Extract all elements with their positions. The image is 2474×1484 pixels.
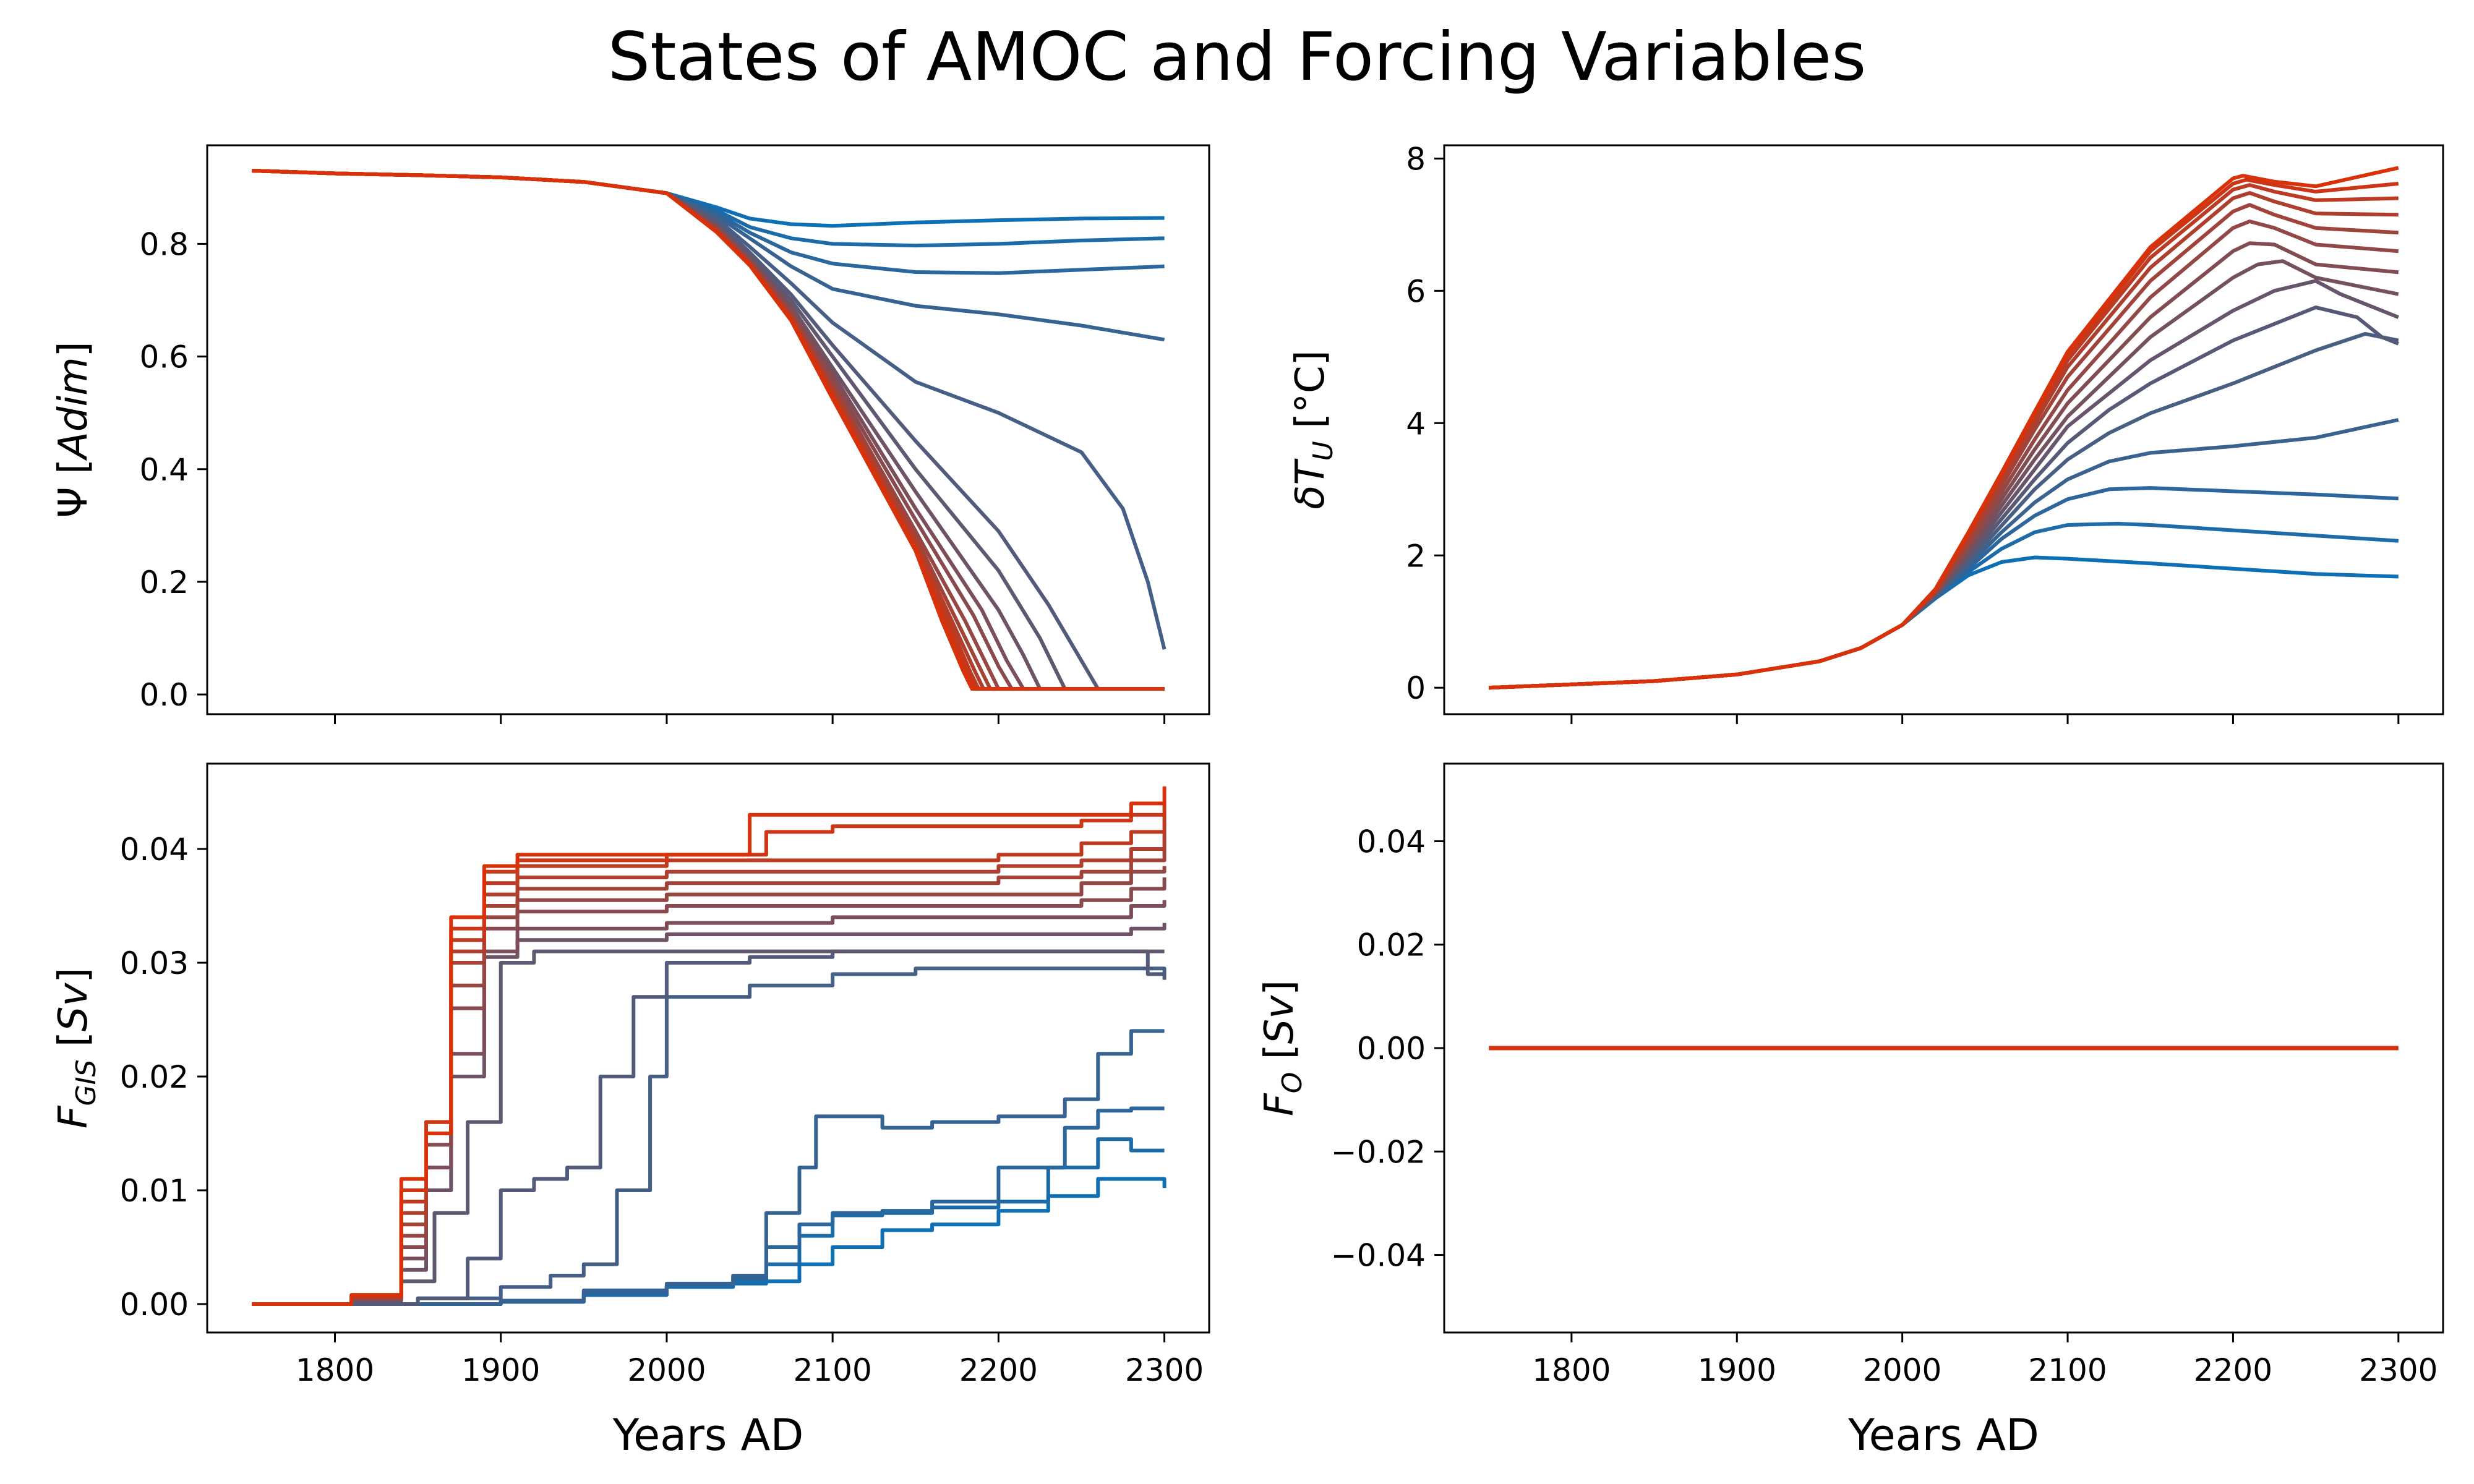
series-line xyxy=(252,966,1166,1306)
y-tick-label: 0.04 xyxy=(1357,824,1426,859)
x-axis-label: Years AD xyxy=(612,1410,804,1461)
y-tick-label: 6 xyxy=(1406,273,1426,309)
x-tick-label: 2100 xyxy=(794,1352,872,1388)
y-tick-label: 0.8 xyxy=(139,226,189,262)
x-tick-label: 2300 xyxy=(2359,1352,2438,1388)
x-tick-label: 1900 xyxy=(461,1352,540,1388)
y-tick-label: −0.02 xyxy=(1331,1134,1426,1170)
axes-frame xyxy=(206,762,1210,1334)
series-line xyxy=(1489,220,2399,690)
series-line xyxy=(1489,166,2399,690)
subplot-fgis: 1800 1900 2000 2100 2200 2300 0.00 0.01 0.02 0.03… xyxy=(51,762,1210,1461)
subplot-dtu: 0 2 4 6 8 δTU [°C] xyxy=(1288,141,2444,724)
y-tick-label: 0.01 xyxy=(120,1173,189,1209)
y-axis-label: δTU [°C] xyxy=(1288,350,1339,509)
y-tick-label: 0.00 xyxy=(120,1287,189,1323)
x-tick-label: 2200 xyxy=(2194,1352,2272,1388)
series-line xyxy=(252,949,1166,1306)
series-line xyxy=(1489,183,2399,690)
series-line xyxy=(1489,418,2399,690)
series-line xyxy=(252,169,1165,691)
series-line xyxy=(1489,331,2399,690)
y-tick-label: 0.04 xyxy=(120,832,189,868)
x-tick-label: 2000 xyxy=(627,1352,706,1388)
y-tick-label: 0.00 xyxy=(1357,1031,1426,1067)
series-line xyxy=(252,169,1165,342)
series-line xyxy=(252,169,1165,691)
series-line xyxy=(252,169,1165,691)
y-tick-label: 0.02 xyxy=(120,1059,189,1095)
series-line xyxy=(252,169,1165,691)
series-line xyxy=(1489,177,2399,690)
x-axis-label: Years AD xyxy=(1847,1410,2039,1461)
y-tick-label: −0.04 xyxy=(1331,1238,1426,1274)
y-tick-label: 0.02 xyxy=(1357,927,1426,963)
series-line xyxy=(252,1029,1165,1306)
series-line xyxy=(252,169,1165,691)
series-line xyxy=(1489,279,2399,690)
y-axis-label: FGIS [Sv] xyxy=(51,968,102,1129)
series-line xyxy=(252,923,1166,1306)
x-tick-label: 2200 xyxy=(959,1352,1038,1388)
axes-frame xyxy=(1443,144,2444,715)
series-line xyxy=(1489,521,2399,690)
series-line xyxy=(252,900,1166,1306)
series-line xyxy=(252,169,1165,691)
series-line xyxy=(252,866,1166,1306)
series-line xyxy=(252,169,1165,691)
y-tick-label: 0.4 xyxy=(139,452,189,488)
x-tick-label: 1900 xyxy=(1698,1352,1776,1388)
series-line xyxy=(1489,305,2399,690)
y-tick-label: 4 xyxy=(1406,406,1426,441)
series-line xyxy=(252,786,1166,1306)
y-axis-label: Ψ [Adim] xyxy=(51,341,96,518)
y-tick-label: 2 xyxy=(1406,538,1426,574)
y-tick-label: 0.03 xyxy=(120,945,189,981)
series-line xyxy=(252,814,1166,1306)
y-tick-label: 0 xyxy=(1406,670,1426,706)
series-line xyxy=(1489,259,2399,690)
series-group xyxy=(1489,166,2399,690)
y-tick-label: 0.0 xyxy=(139,677,189,713)
series-line xyxy=(252,1137,1165,1306)
series-group xyxy=(252,169,1166,691)
subplot-fo: 1800 1900 2000 2100 2200 2300 −0.04 −0.02 0.00 0.… xyxy=(1257,762,2444,1461)
series-line xyxy=(252,169,1165,691)
y-tick-label: 0.6 xyxy=(139,339,189,375)
series-line xyxy=(1489,191,2399,690)
y-tick-label: 8 xyxy=(1406,141,1426,177)
x-tick-label: 2000 xyxy=(1863,1352,1941,1388)
x-tick-label: 2100 xyxy=(2028,1352,2107,1388)
series-line xyxy=(252,832,1166,1306)
x-tick-label: 2300 xyxy=(1125,1352,1204,1388)
y-axis-label: FO [Sv] xyxy=(1257,980,1308,1116)
series-line xyxy=(252,169,1165,691)
series-line xyxy=(252,169,1165,691)
series-line xyxy=(252,1106,1165,1306)
series-line xyxy=(1489,241,2399,690)
x-tick-label: 1800 xyxy=(296,1352,374,1388)
series-line xyxy=(252,877,1166,1306)
series-line xyxy=(252,169,1165,691)
series-line xyxy=(252,803,1166,1306)
series-group xyxy=(252,786,1166,1306)
subplot-psi: 0.0 0.2 0.4 0.6 0.8 Ψ [Adim] xyxy=(51,144,1210,724)
figure-title: States of AMOC and Forcing Variables xyxy=(607,19,1867,96)
y-tick-label: 0.2 xyxy=(139,565,189,600)
series-line xyxy=(252,949,1165,1306)
x-tick-label: 1800 xyxy=(1532,1352,1611,1388)
axes-frame xyxy=(206,144,1210,715)
series-line xyxy=(1489,203,2399,690)
